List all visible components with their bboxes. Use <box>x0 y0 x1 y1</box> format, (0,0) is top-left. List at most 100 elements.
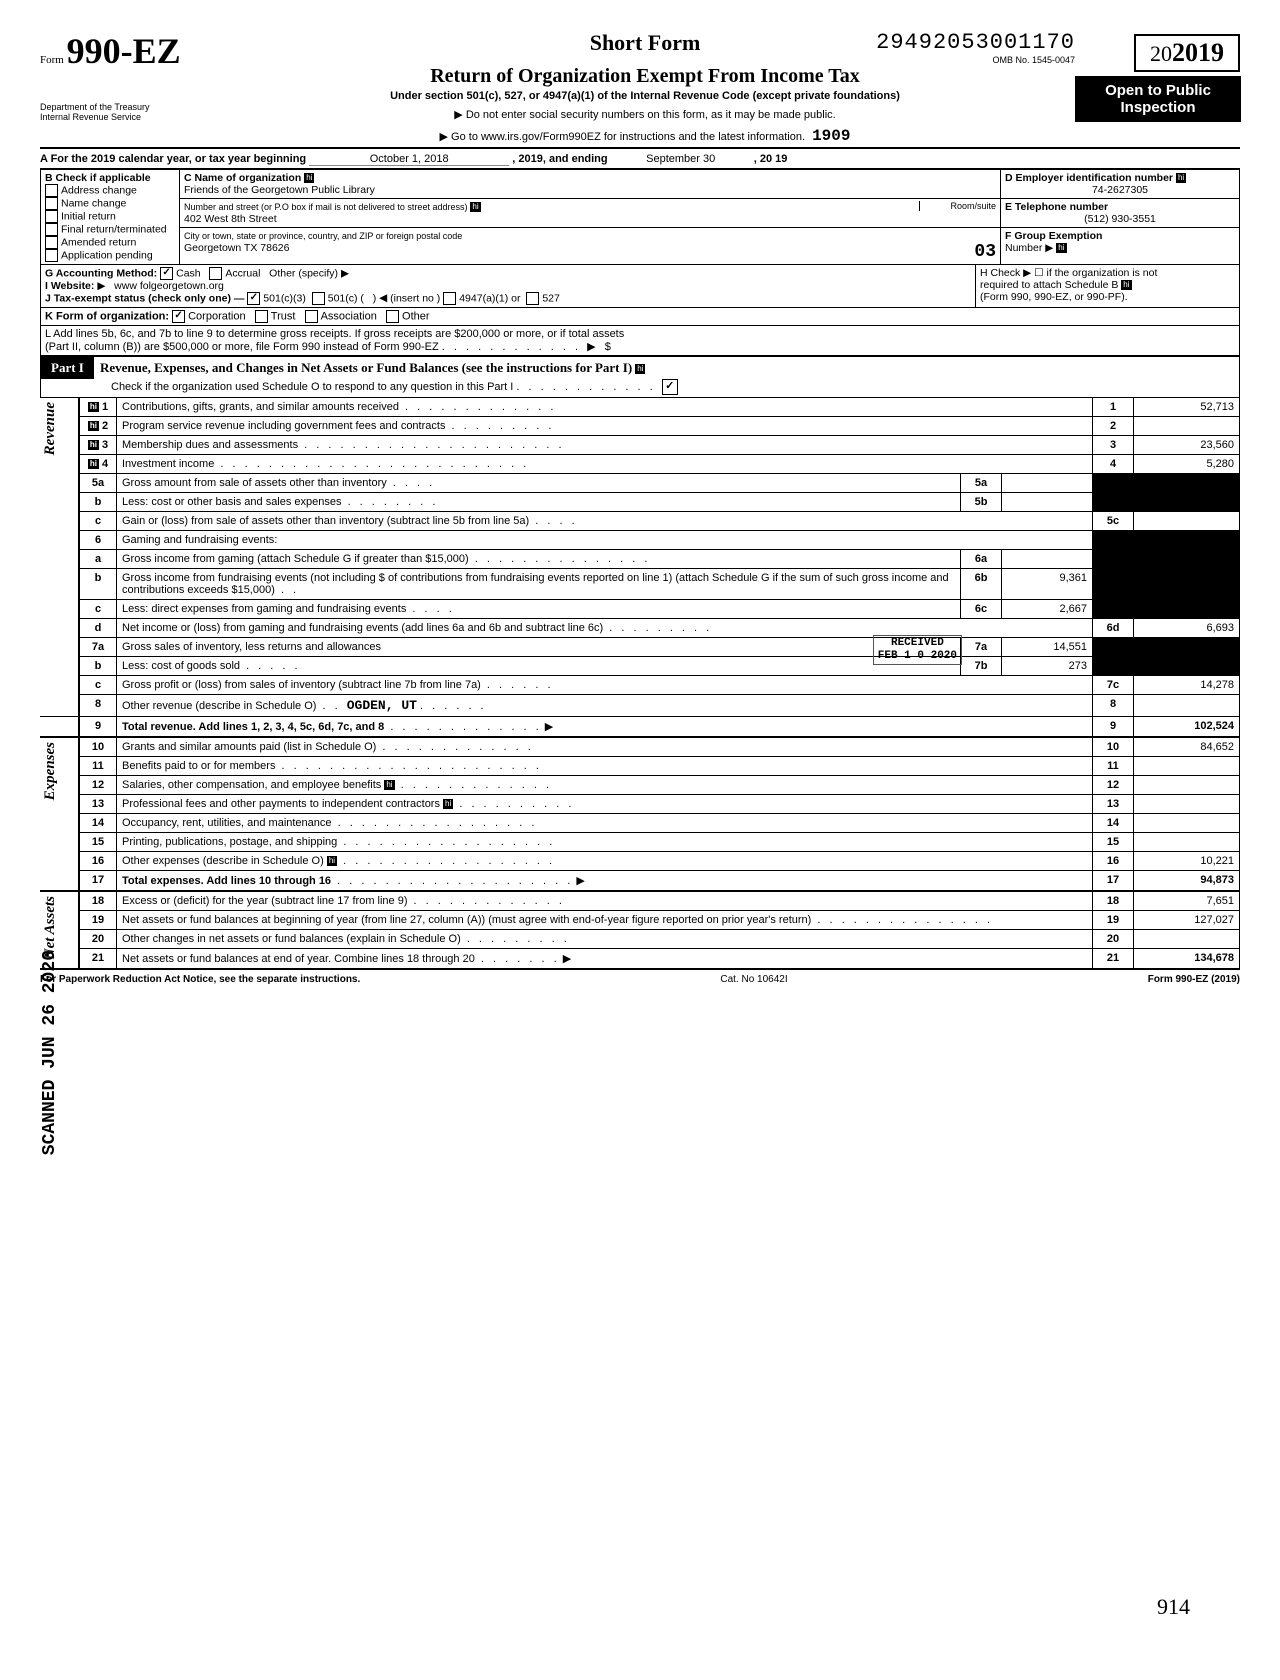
lamt: 10,221 <box>1134 852 1240 871</box>
ld: Less: direct expenses from gaming and fu… <box>122 603 406 615</box>
ln: 2 <box>102 420 108 432</box>
help-icon: hi <box>88 459 99 469</box>
subhead: Under section 501(c), 527, or 4947(a)(1)… <box>215 90 1075 102</box>
ibox: 5a <box>961 474 1002 493</box>
ln: 7a <box>79 638 117 657</box>
box-e-label: E Telephone number <box>1005 201 1108 213</box>
chk-final-return[interactable] <box>45 223 58 236</box>
lamt <box>1134 930 1240 949</box>
shaded-cell <box>1093 638 1134 676</box>
room-label: Room/suite <box>919 201 996 211</box>
lamt <box>1134 417 1240 436</box>
lamt <box>1134 512 1240 531</box>
lamt: 52,713 <box>1134 398 1240 417</box>
chk-name-change[interactable] <box>45 197 58 210</box>
received-stamp: RECEIVED FEB 1 0 2020 <box>873 635 962 665</box>
chk-address-change[interactable] <box>45 184 58 197</box>
hand-year: 1909 <box>812 127 850 145</box>
ghk-grid: G Accounting Method: Cash Accrual Other … <box>40 265 1240 308</box>
lbox: 13 <box>1093 795 1134 814</box>
ld: Less: cost of goods sold <box>122 660 240 672</box>
lbl-trust: Trust <box>271 310 296 322</box>
chk-trust[interactable] <box>255 310 268 323</box>
lbox: 10 <box>1093 737 1134 757</box>
form-label-small: Form <box>40 54 64 66</box>
help-icon: hi <box>470 202 480 212</box>
ln: b <box>79 493 117 512</box>
chk-app-pending[interactable] <box>45 249 58 262</box>
part1-desc: Revenue, Expenses, and Changes in Net As… <box>100 360 632 375</box>
chk-cash[interactable] <box>160 267 173 280</box>
iamt <box>1002 550 1093 569</box>
iamt: 2,667 <box>1002 600 1093 619</box>
form-header: Form 990-EZ Department of the Treasury I… <box>40 30 1240 145</box>
ln: 3 <box>102 439 108 451</box>
chk-501c[interactable] <box>312 292 325 305</box>
goto-text: Go to www.irs.gov/Form990EZ for instruct… <box>440 131 806 143</box>
lamt <box>1134 776 1240 795</box>
box-f-label: F Group Exemption <box>1005 230 1102 242</box>
ld: Grants and similar amounts paid (list in… <box>122 741 376 753</box>
footer: For Paperwork Reduction Act Notice, see … <box>40 974 1240 985</box>
hand-bottom: 914 <box>1157 1594 1190 1620</box>
ld: Gross profit or (loss) from sales of inv… <box>122 679 481 691</box>
ln: b <box>79 657 117 676</box>
org-name: Friends of the Georgetown Public Library <box>184 184 375 196</box>
chk-501c3[interactable] <box>247 292 260 305</box>
lamt: 23,560 <box>1134 436 1240 455</box>
help-icon: hi <box>88 402 99 412</box>
shaded-cell <box>1093 531 1134 619</box>
part1-checkbox[interactable]: ✓ <box>662 379 678 395</box>
website-value: www folgeorgetown.org <box>114 280 224 292</box>
lbox: 4 <box>1093 455 1134 474</box>
ld: Gross sales of inventory, less returns a… <box>122 641 381 653</box>
ln: 14 <box>79 814 117 833</box>
help-icon: hi <box>443 799 453 809</box>
lamt: 134,678 <box>1134 949 1240 970</box>
chk-527[interactable] <box>526 292 539 305</box>
box-h-line2: required to attach Schedule B <box>980 279 1118 291</box>
lbox: 11 <box>1093 757 1134 776</box>
chk-accrual[interactable] <box>209 267 222 280</box>
chk-corp[interactable] <box>172 310 185 323</box>
city-label: City or town, state or province, country… <box>184 231 462 241</box>
ld: Investment income <box>122 458 214 470</box>
shaded-cell <box>1134 531 1240 619</box>
chk-assoc[interactable] <box>305 310 318 323</box>
lbl-4947: 4947(a)(1) or <box>459 292 520 304</box>
document-stamp-number: 29492053001170 <box>700 30 1075 55</box>
ln: 16 <box>79 852 117 871</box>
part1-check-note: Check if the organization used Schedule … <box>111 381 513 393</box>
help-icon: hi <box>1056 243 1066 253</box>
iamt <box>1002 493 1093 512</box>
stamp-received: RECEIVED <box>891 637 944 649</box>
chk-amended[interactable] <box>45 236 58 249</box>
line-l2: (Part II, column (B)) are $500,000 or mo… <box>45 341 439 353</box>
lbox: 14 <box>1093 814 1134 833</box>
ln: b <box>79 569 117 600</box>
chk-other-org[interactable] <box>386 310 399 323</box>
lbl-amended: Amended return <box>61 236 136 248</box>
lbl-527: 527 <box>542 292 560 304</box>
lbl-accrual: Accrual <box>225 267 260 279</box>
part1-title: Part I <box>41 357 94 379</box>
period-begin: October 1, 2018 <box>309 153 509 166</box>
ld: Gaming and fundraising events: <box>117 531 1093 550</box>
main-title: Return of Organization Exempt From Incom… <box>215 65 1075 88</box>
line-l1: L Add lines 5b, 6c, and 7b to line 9 to … <box>45 328 624 340</box>
lbl-assoc: Association <box>321 310 377 322</box>
ln: 10 <box>79 737 117 757</box>
shaded-cell <box>1093 474 1134 512</box>
ln: c <box>79 600 117 619</box>
part1-lines: Revenue hi 1 Contributions, gifts, grant… <box>40 397 1240 970</box>
line-k: K Form of organization: Corporation Trus… <box>40 308 1240 326</box>
lbox: 6d <box>1093 619 1134 638</box>
lbox: 9 <box>1093 717 1134 738</box>
ld: Less: cost or other basis and sales expe… <box>122 496 342 508</box>
help-icon: hi <box>88 440 99 450</box>
ln: c <box>79 512 117 531</box>
chk-initial-return[interactable] <box>45 210 58 223</box>
section-expenses-label: Expenses <box>40 738 61 804</box>
chk-4947[interactable] <box>443 292 456 305</box>
lbox: 8 <box>1093 695 1134 717</box>
